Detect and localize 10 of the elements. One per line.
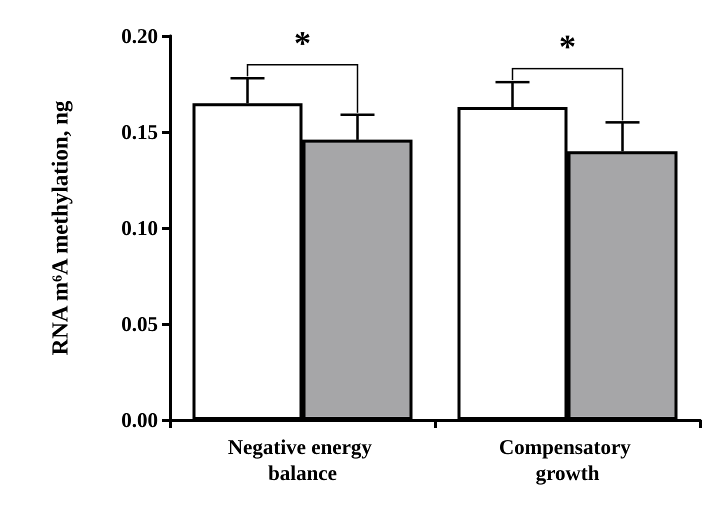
annotation: * [294,25,311,62]
y-axis-title: RNA m⁶A methylation, ng [48,100,74,356]
x-tick-label: Negative energy balance [228,435,378,485]
y-tick-label: 0.00 [121,408,158,432]
y-tick-label: 0.15 [121,120,158,144]
y-tick-label: 0.10 [121,216,158,240]
annotation: * [559,29,576,66]
y-tick-label: 0.20 [121,24,158,48]
y-tick-label: 0.05 [121,312,158,336]
x-tick-label: Compensatory growth [498,435,636,485]
